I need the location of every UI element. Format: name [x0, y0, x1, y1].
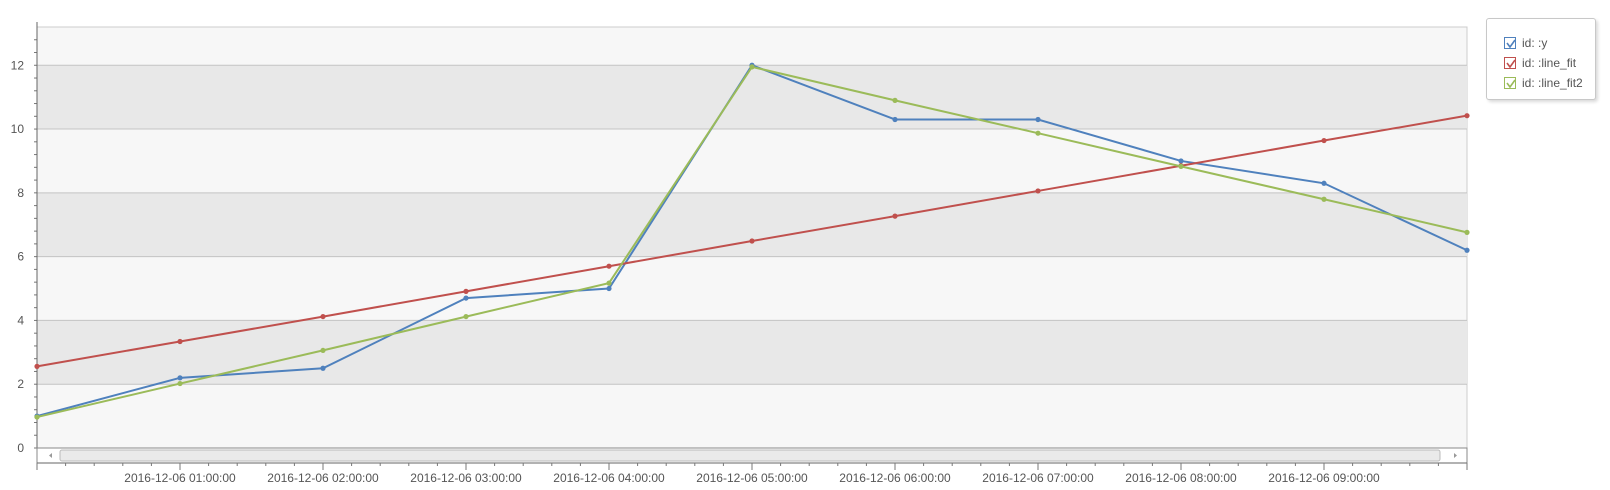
data-point[interactable]: [1464, 247, 1470, 253]
data-point[interactable]: [34, 363, 40, 369]
y-tick-label: 4: [17, 313, 24, 327]
legend-label: id: :line_fit: [1522, 56, 1577, 70]
data-point[interactable]: [1035, 116, 1041, 123]
data-point[interactable]: [1178, 163, 1184, 169]
y-tick-label: 8: [17, 186, 24, 200]
x-tick-label: 2016-12-06 05:00:00: [696, 471, 808, 485]
checkbox-checked-icon[interactable]: [1504, 37, 1516, 49]
data-point[interactable]: [320, 313, 326, 320]
scroll-right-icon[interactable]: [1454, 453, 1457, 458]
data-point[interactable]: [177, 375, 183, 381]
y-tick-label: 2: [17, 377, 24, 391]
data-point[interactable]: [463, 288, 469, 295]
legend-item-line-fit2[interactable]: id: :line_fit2: [1487, 73, 1595, 93]
x-tick-label: 2016-12-06 09:00:00: [1268, 471, 1380, 485]
data-point[interactable]: [320, 365, 326, 371]
data-point[interactable]: [320, 347, 326, 354]
data-point[interactable]: [749, 238, 755, 244]
scroll-left-icon[interactable]: [49, 453, 52, 458]
legend-label: id: :y: [1522, 36, 1548, 50]
data-point[interactable]: [1035, 188, 1041, 194]
data-point[interactable]: [1178, 158, 1184, 164]
legend-item-y[interactable]: id: :y: [1487, 33, 1595, 53]
data-point[interactable]: [1464, 229, 1470, 235]
legend-label: id: :line_fit2: [1522, 76, 1583, 90]
y-tick-label: 0: [17, 441, 24, 455]
y-tick-label: 10: [11, 122, 25, 136]
y-tick-label: 6: [17, 250, 24, 264]
data-point[interactable]: [1464, 113, 1470, 119]
legend-item-line-fit[interactable]: id: :line_fit: [1487, 53, 1595, 73]
data-point[interactable]: [892, 97, 898, 103]
data-point[interactable]: [463, 313, 469, 320]
x-tick-label: 2016-12-06 04:00:00: [553, 471, 665, 485]
x-tick-label: 2016-12-06 08:00:00: [1125, 471, 1237, 485]
x-tick-label: 2016-12-06 06:00:00: [839, 471, 951, 485]
data-point[interactable]: [606, 263, 612, 269]
data-point[interactable]: [1321, 137, 1327, 144]
x-tick-label: 2016-12-06 03:00:00: [410, 471, 522, 485]
data-point[interactable]: [892, 116, 898, 123]
data-point[interactable]: [606, 280, 612, 286]
data-point[interactable]: [606, 285, 612, 292]
data-point[interactable]: [1321, 180, 1327, 186]
data-point[interactable]: [177, 380, 183, 387]
legend: id: :y id: :line_fit id: :line_fit2: [1486, 18, 1596, 100]
grid-band: [37, 320, 1467, 385]
data-point[interactable]: [177, 338, 183, 345]
data-point[interactable]: [463, 295, 469, 301]
grid-band: [37, 65, 1467, 130]
data-point[interactable]: [1035, 130, 1041, 136]
data-point[interactable]: [1321, 196, 1327, 202]
y-tick-label: 12: [11, 58, 25, 72]
checkbox-checked-icon[interactable]: [1504, 57, 1516, 69]
data-point[interactable]: [892, 213, 898, 219]
data-point[interactable]: [34, 414, 40, 420]
scrollbar-thumb[interactable]: [59, 449, 1441, 462]
x-tick-label: 2016-12-06 01:00:00: [124, 471, 236, 485]
grid-band: [37, 192, 1467, 257]
checkbox-checked-icon[interactable]: [1504, 77, 1516, 89]
x-tick-label: 2016-12-06 02:00:00: [267, 471, 379, 485]
data-point[interactable]: [749, 64, 755, 70]
x-tick-label: 2016-12-06 07:00:00: [982, 471, 1094, 485]
